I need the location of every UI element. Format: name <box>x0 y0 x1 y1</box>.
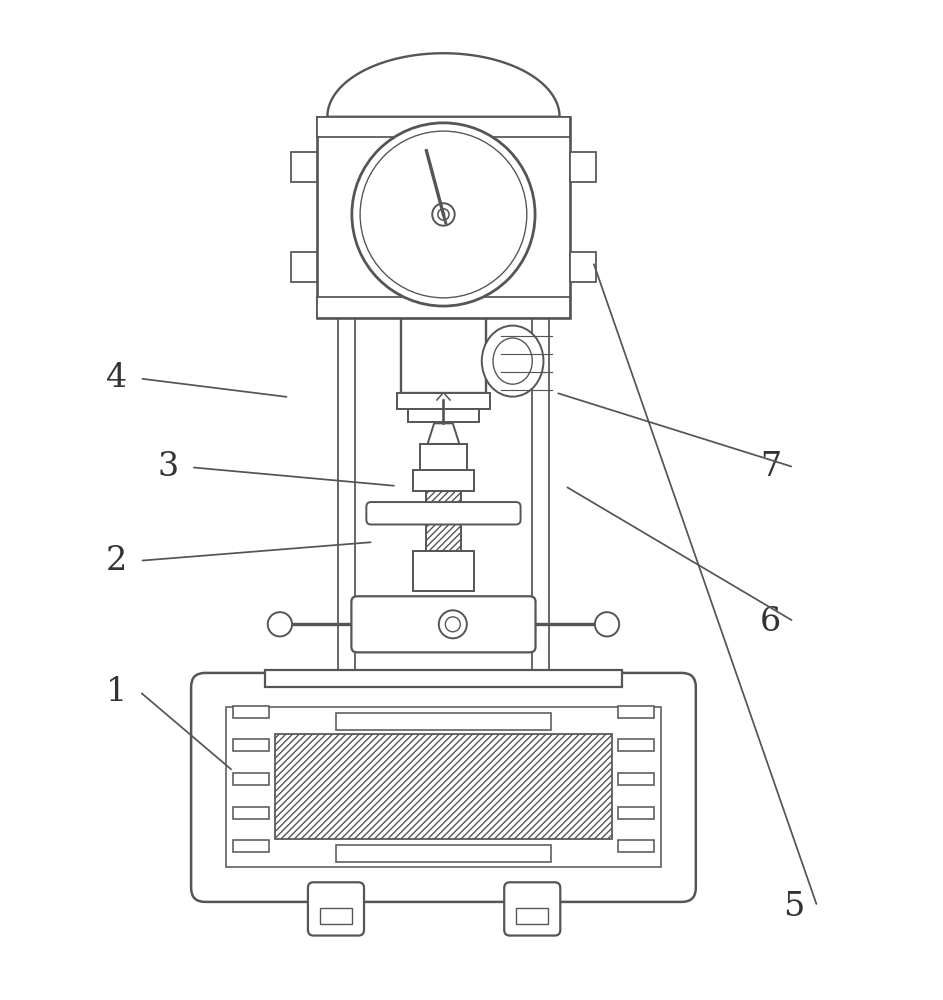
Text: 3: 3 <box>157 451 178 483</box>
FancyBboxPatch shape <box>532 201 549 670</box>
FancyBboxPatch shape <box>337 713 551 730</box>
Ellipse shape <box>482 326 543 397</box>
FancyBboxPatch shape <box>233 739 269 751</box>
FancyBboxPatch shape <box>397 393 490 409</box>
FancyBboxPatch shape <box>337 845 551 862</box>
Text: 4: 4 <box>106 362 127 394</box>
FancyBboxPatch shape <box>413 470 473 491</box>
FancyBboxPatch shape <box>413 551 473 591</box>
FancyBboxPatch shape <box>570 252 596 282</box>
FancyBboxPatch shape <box>619 706 653 718</box>
FancyBboxPatch shape <box>517 908 548 924</box>
Circle shape <box>595 612 620 636</box>
FancyBboxPatch shape <box>320 908 352 924</box>
Circle shape <box>445 617 460 632</box>
FancyBboxPatch shape <box>425 491 461 551</box>
FancyBboxPatch shape <box>570 152 596 182</box>
FancyBboxPatch shape <box>338 201 355 670</box>
Text: 2: 2 <box>106 545 127 577</box>
FancyBboxPatch shape <box>308 882 364 936</box>
Text: 1: 1 <box>106 676 127 708</box>
Text: 6: 6 <box>760 606 781 638</box>
FancyBboxPatch shape <box>317 117 570 137</box>
FancyBboxPatch shape <box>619 739 653 751</box>
FancyBboxPatch shape <box>420 444 467 470</box>
FancyBboxPatch shape <box>352 596 536 652</box>
FancyBboxPatch shape <box>366 502 521 524</box>
FancyBboxPatch shape <box>233 706 269 718</box>
Ellipse shape <box>493 338 532 384</box>
FancyBboxPatch shape <box>619 773 653 785</box>
Polygon shape <box>327 53 559 117</box>
FancyBboxPatch shape <box>505 882 560 936</box>
FancyBboxPatch shape <box>233 840 269 852</box>
FancyBboxPatch shape <box>291 152 317 182</box>
Circle shape <box>438 209 449 220</box>
FancyBboxPatch shape <box>225 707 661 867</box>
FancyBboxPatch shape <box>402 318 486 393</box>
Circle shape <box>268 612 292 636</box>
FancyBboxPatch shape <box>619 807 653 819</box>
FancyBboxPatch shape <box>233 807 269 819</box>
Text: 5: 5 <box>784 891 804 923</box>
FancyBboxPatch shape <box>191 673 696 902</box>
FancyBboxPatch shape <box>317 117 570 318</box>
FancyBboxPatch shape <box>233 773 269 785</box>
Circle shape <box>432 203 455 226</box>
Polygon shape <box>427 423 459 444</box>
FancyBboxPatch shape <box>265 670 622 687</box>
FancyBboxPatch shape <box>619 840 653 852</box>
FancyBboxPatch shape <box>408 409 478 422</box>
Circle shape <box>360 131 527 298</box>
FancyBboxPatch shape <box>275 734 612 839</box>
FancyBboxPatch shape <box>291 252 317 282</box>
Circle shape <box>438 610 467 638</box>
Text: 7: 7 <box>760 451 781 483</box>
FancyBboxPatch shape <box>317 297 570 318</box>
Circle shape <box>352 123 535 306</box>
